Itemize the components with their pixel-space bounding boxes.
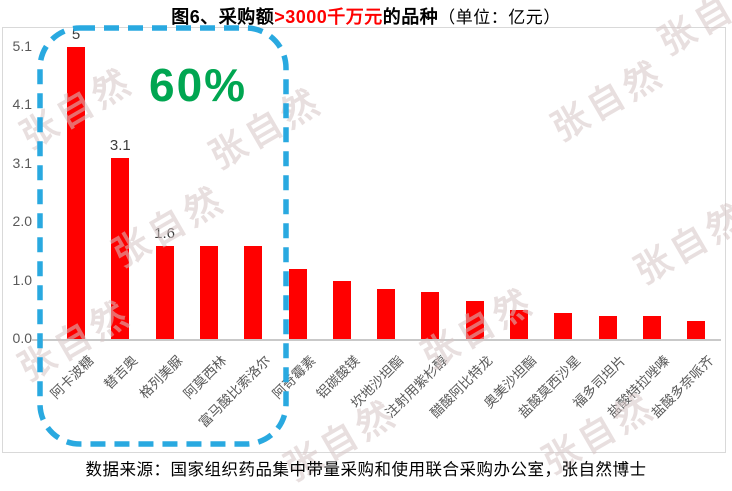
- chart-title-part1: 图6、采购额: [171, 7, 275, 27]
- bar: [332, 280, 351, 339]
- y-axis-tick-label: 3.1: [12, 154, 32, 171]
- bar: [510, 309, 528, 339]
- bar: [244, 245, 263, 339]
- bar: [199, 245, 218, 339]
- bar: [465, 301, 484, 339]
- bar: [687, 321, 706, 339]
- chart-title-highlight: >3000千万元: [274, 7, 383, 27]
- bar: [377, 289, 396, 339]
- y-axis-tick-label: 4.1: [12, 96, 32, 113]
- source-note: 数据来源：国家组织药品集中带量采购和使用联合采购办公室，张自然博士: [85, 460, 647, 479]
- bar: [421, 292, 440, 339]
- bar-value-label: 3.1: [109, 136, 131, 154]
- bar: [111, 157, 130, 339]
- annotation-60-percent: 60%: [149, 59, 248, 111]
- y-axis-tick-label: 2.0: [12, 213, 32, 230]
- bar: [67, 47, 85, 339]
- bar: [155, 245, 174, 339]
- chart-title-unit: （单位：亿元）: [438, 8, 561, 27]
- bar: [554, 312, 573, 339]
- chart-title-part2: 的品种: [382, 7, 439, 27]
- plot-frame: [2, 27, 726, 453]
- y-axis-tick-label: 0.0: [12, 330, 32, 346]
- bar: [642, 315, 661, 339]
- bar: [288, 268, 307, 339]
- bar-value-label: 1.6: [154, 224, 176, 242]
- x-axis-line: [32, 339, 721, 341]
- y-axis-tick-label: 5.1: [12, 38, 32, 54]
- bar: [598, 315, 617, 339]
- y-axis-tick-label: 1.0: [12, 271, 32, 288]
- chart-title: 图6、采购额>3000千万元的品种（单位：亿元）: [0, 3, 732, 29]
